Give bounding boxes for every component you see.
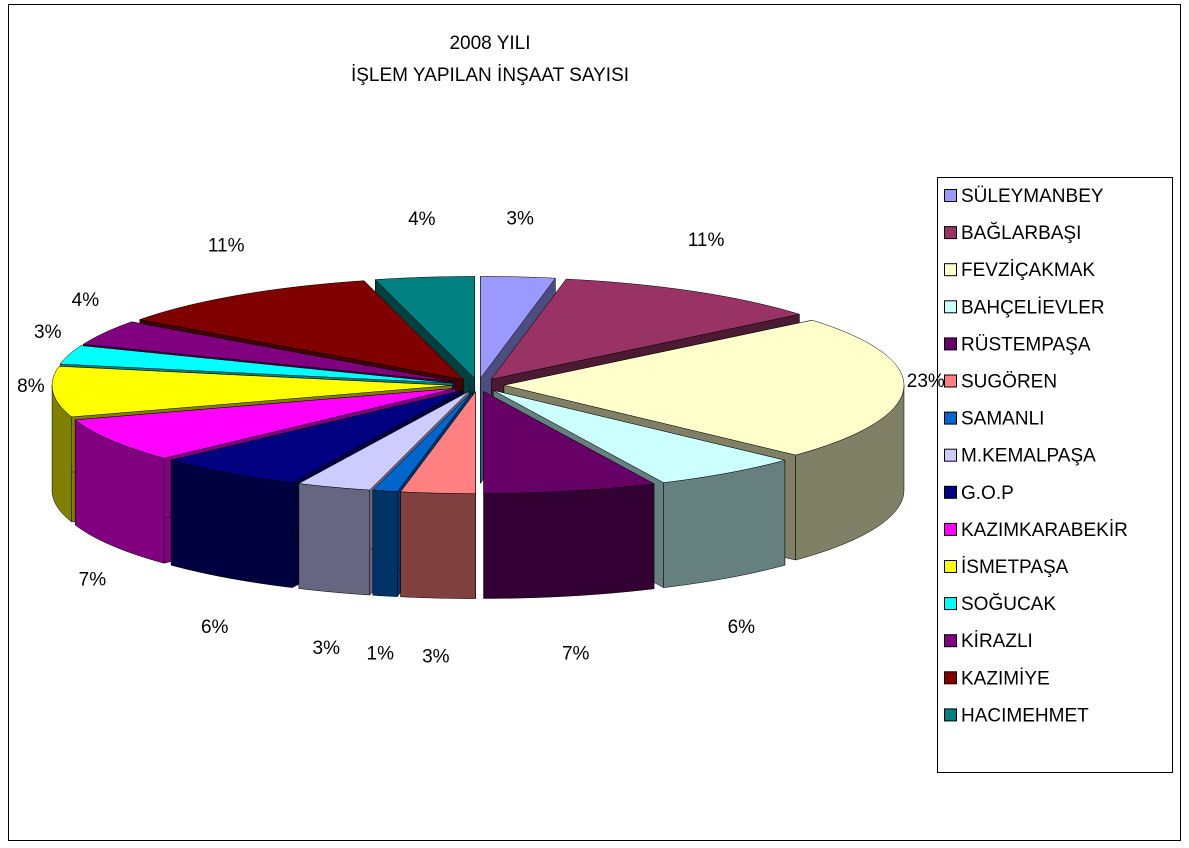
slice	[82, 321, 456, 383]
legend-label: FEVZİÇAKMAK	[961, 260, 1095, 281]
legend-swatch	[944, 263, 957, 277]
slice-side	[298, 483, 370, 596]
slice	[503, 319, 905, 456]
legend-swatch	[944, 634, 957, 648]
legend-label: M.KEMALPAŞA	[961, 446, 1096, 467]
slice-side	[483, 483, 655, 599]
slice	[483, 391, 655, 494]
data-label: 4%	[408, 209, 436, 230]
legend-swatch	[944, 485, 957, 499]
slice	[51, 366, 453, 418]
data-label: 4%	[72, 290, 100, 311]
data-label: 23%	[907, 371, 945, 392]
legend-label: RÜSTEMPAŞA	[961, 334, 1091, 355]
legend-swatch	[944, 226, 957, 240]
slice-side	[400, 491, 476, 599]
chart-subtitle: İŞLEM YAPILAN İNŞAAT SAYISI	[351, 65, 629, 86]
slice-side	[372, 489, 398, 597]
legend-swatch	[944, 411, 957, 425]
data-label: 6%	[728, 617, 756, 638]
slice-tops	[51, 276, 905, 494]
slice	[59, 345, 454, 384]
legend-swatch	[944, 300, 957, 314]
legend-label: HACIMEHMET	[961, 705, 1089, 726]
slice	[480, 276, 556, 380]
slice	[74, 388, 456, 459]
data-label: 3%	[313, 638, 341, 659]
legend-label: İSMETPAŞA	[961, 557, 1069, 578]
slice	[372, 391, 473, 492]
legend-label: SUGÖREN	[961, 372, 1057, 393]
slice	[490, 278, 800, 380]
legend-swatch	[944, 522, 957, 536]
slice	[493, 390, 785, 483]
data-label: 1%	[367, 643, 395, 664]
legend-label: SÜLEYMANBEY	[961, 186, 1104, 207]
legend-swatch	[944, 189, 957, 202]
data-label: 3%	[422, 646, 450, 667]
data-label: 7%	[562, 643, 590, 664]
legend-swatch	[944, 671, 957, 685]
legend-label: SAMANLI	[961, 409, 1044, 430]
legend-label: G.O.P	[961, 483, 1014, 504]
legend-label: BAHÇELİEVLER	[961, 297, 1105, 318]
data-label: 11%	[688, 230, 725, 251]
data-label: 7%	[79, 569, 107, 590]
chart-title: 2008 YILI	[449, 33, 530, 54]
legend-label: KİRAZLI	[961, 631, 1033, 652]
slice	[400, 390, 476, 494]
data-label: 11%	[208, 235, 245, 256]
legend-swatch	[944, 448, 957, 462]
slice	[298, 391, 470, 491]
legend-box	[937, 177, 1173, 773]
legend-label: KAZIMİYE	[961, 668, 1050, 689]
slice	[374, 276, 475, 380]
legend-label: KAZIMKARABEKİR	[961, 520, 1128, 541]
slice	[171, 390, 463, 483]
legend-swatch	[944, 337, 957, 351]
data-label: 8%	[17, 376, 45, 397]
legend-label: BAĞLARBAŞI	[961, 222, 1081, 244]
data-label: 6%	[201, 617, 229, 638]
legend-swatch	[944, 708, 957, 722]
legend-swatch	[944, 597, 957, 611]
data-label: 3%	[506, 209, 534, 230]
slice	[138, 280, 465, 380]
legend-swatch	[944, 560, 957, 573]
legend-swatch	[944, 374, 957, 388]
legend-label: SOĞUCAK	[961, 593, 1056, 615]
data-label: 3%	[34, 322, 62, 343]
